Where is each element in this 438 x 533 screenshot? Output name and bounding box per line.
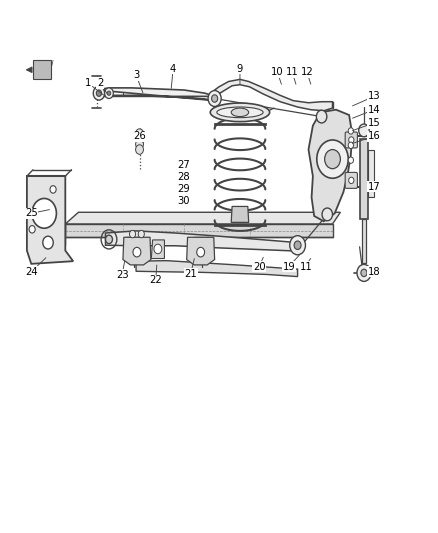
Circle shape bbox=[348, 157, 353, 164]
Circle shape bbox=[130, 241, 138, 252]
Polygon shape bbox=[126, 237, 142, 256]
Text: 16: 16 bbox=[367, 131, 380, 141]
Polygon shape bbox=[27, 176, 73, 264]
Text: 17: 17 bbox=[367, 182, 380, 192]
Text: 9: 9 bbox=[237, 64, 243, 74]
Circle shape bbox=[348, 128, 353, 134]
Text: 20: 20 bbox=[253, 262, 265, 271]
Text: 28: 28 bbox=[177, 172, 190, 182]
Ellipse shape bbox=[217, 107, 263, 118]
Circle shape bbox=[138, 230, 145, 238]
Circle shape bbox=[136, 140, 144, 149]
Circle shape bbox=[106, 235, 113, 244]
Circle shape bbox=[43, 236, 53, 249]
Polygon shape bbox=[187, 237, 215, 265]
Polygon shape bbox=[368, 150, 374, 197]
Circle shape bbox=[348, 142, 353, 149]
Text: 19: 19 bbox=[283, 262, 295, 271]
Text: 25: 25 bbox=[25, 208, 38, 219]
Text: 3: 3 bbox=[133, 70, 139, 80]
Text: 22: 22 bbox=[149, 276, 162, 285]
Text: 26: 26 bbox=[133, 131, 146, 141]
Ellipse shape bbox=[231, 108, 249, 117]
Text: 18: 18 bbox=[367, 267, 380, 277]
Text: 11: 11 bbox=[286, 68, 299, 77]
Circle shape bbox=[133, 247, 141, 257]
Polygon shape bbox=[360, 139, 368, 219]
Circle shape bbox=[32, 198, 57, 228]
Circle shape bbox=[349, 137, 354, 143]
Text: 27: 27 bbox=[177, 160, 190, 171]
Polygon shape bbox=[194, 237, 209, 256]
Circle shape bbox=[212, 95, 218, 102]
Circle shape bbox=[107, 91, 111, 95]
Circle shape bbox=[325, 150, 340, 168]
Circle shape bbox=[359, 124, 369, 137]
Polygon shape bbox=[362, 219, 366, 263]
Text: 30: 30 bbox=[177, 196, 190, 206]
Circle shape bbox=[316, 110, 327, 123]
Polygon shape bbox=[215, 79, 332, 111]
Text: 10: 10 bbox=[271, 68, 284, 77]
Polygon shape bbox=[106, 231, 297, 251]
FancyBboxPatch shape bbox=[345, 132, 357, 148]
Text: 13: 13 bbox=[367, 91, 380, 101]
Polygon shape bbox=[136, 261, 297, 277]
Circle shape bbox=[322, 208, 332, 221]
Circle shape bbox=[105, 88, 113, 99]
Circle shape bbox=[154, 244, 162, 254]
Polygon shape bbox=[308, 110, 352, 221]
Circle shape bbox=[136, 145, 144, 155]
Text: 12: 12 bbox=[301, 68, 314, 77]
Circle shape bbox=[130, 230, 136, 238]
Text: 29: 29 bbox=[177, 184, 190, 194]
Polygon shape bbox=[65, 224, 332, 237]
Text: 1: 1 bbox=[85, 78, 91, 88]
Circle shape bbox=[96, 90, 102, 96]
Circle shape bbox=[290, 236, 305, 255]
Polygon shape bbox=[151, 240, 164, 259]
Text: 2: 2 bbox=[97, 78, 103, 88]
Circle shape bbox=[208, 91, 221, 107]
Ellipse shape bbox=[210, 103, 270, 122]
Circle shape bbox=[349, 177, 354, 183]
Circle shape bbox=[357, 264, 371, 281]
Circle shape bbox=[294, 241, 301, 249]
Polygon shape bbox=[96, 88, 215, 101]
Text: 24: 24 bbox=[25, 267, 38, 277]
Text: 15: 15 bbox=[367, 118, 380, 128]
Text: 11: 11 bbox=[300, 262, 313, 271]
Circle shape bbox=[136, 134, 144, 144]
Text: 4: 4 bbox=[170, 64, 176, 74]
Circle shape bbox=[361, 269, 367, 277]
Circle shape bbox=[197, 241, 206, 252]
Text: 14: 14 bbox=[367, 104, 380, 115]
Circle shape bbox=[197, 247, 205, 257]
Circle shape bbox=[50, 185, 56, 193]
Circle shape bbox=[29, 225, 35, 233]
Circle shape bbox=[93, 86, 105, 100]
FancyBboxPatch shape bbox=[33, 60, 51, 79]
Text: 23: 23 bbox=[116, 270, 128, 280]
Polygon shape bbox=[123, 237, 151, 265]
Text: 21: 21 bbox=[184, 269, 197, 279]
Polygon shape bbox=[65, 212, 340, 224]
Circle shape bbox=[317, 140, 348, 178]
FancyBboxPatch shape bbox=[345, 172, 357, 188]
Circle shape bbox=[136, 129, 144, 139]
Polygon shape bbox=[231, 206, 249, 222]
